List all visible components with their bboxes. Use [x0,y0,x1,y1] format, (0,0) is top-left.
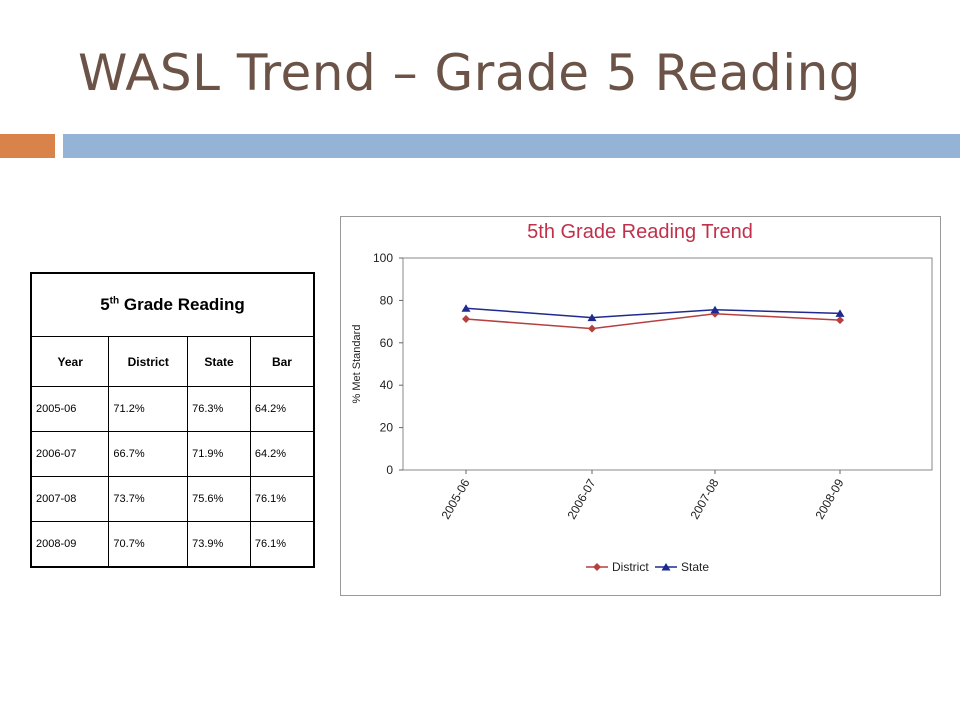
header-cell: Bar [249,336,315,387]
y-tick-label: 20 [380,421,394,435]
marker [835,309,845,317]
marker [711,309,719,318]
marker [593,563,601,571]
series-line [465,313,841,330]
marker [710,305,720,314]
table-cell: 64.2% [249,431,315,477]
table-cell: 2007-08 [30,476,110,522]
table-cell: 64.2% [249,386,315,432]
table-cell: 73.7% [108,476,189,522]
y-axis-label: % Met Standard [351,325,363,404]
chart: 5th Grade Reading Trend % Met Standard 0… [340,216,941,596]
marker [461,304,471,312]
table-cell: 73.9% [187,521,251,568]
y-tick-label: 40 [380,378,394,392]
marker [661,563,671,571]
table-row: 2008-09 70.7% 73.9% 76.1% [30,521,315,568]
table-cell: 70.7% [108,521,189,568]
table-row: 2005-06 71.2% 76.3% 64.2% [30,386,315,432]
header-cell: Year [30,336,110,387]
chart-frame [340,216,941,596]
table-cell: 76.1% [249,476,315,522]
header-cell: District [108,336,189,387]
title-bar [63,134,960,158]
legend-label: State [681,560,709,574]
title-suffix: th [109,295,120,307]
legend-label: District [612,560,649,574]
data-table: 5th Grade Reading Year District State Bar 20… [30,272,315,568]
y-tick-label: 80 [380,293,394,307]
slide-title: WASL Trend – Grade 5 Reading [78,44,862,102]
series-line [465,307,841,319]
title-number: 5 [100,295,110,314]
table-cell: 66.7% [108,431,189,477]
table-cell: 76.1% [249,521,315,568]
table-cell: 2008-09 [30,521,110,568]
marker [836,316,844,325]
header-row: Year District State Bar [30,336,315,387]
marker [588,324,596,333]
table-cell: 75.6% [187,476,251,522]
y-tick-label: 60 [380,336,394,350]
y-tick-label: 100 [373,251,393,265]
header-cell: State [187,336,251,387]
table-cell: 2006-07 [30,431,110,477]
plot-area [402,257,933,471]
marker [462,315,470,324]
accent-bar [0,134,55,158]
table-cell: 71.9% [187,431,251,477]
title-text: Grade Reading [123,295,245,314]
chart-title: 5th Grade Reading Trend [527,221,753,243]
table-cell: 76.3% [187,386,251,432]
table-row: 2006-07 66.7% 71.9% 64.2% [30,431,315,477]
table-title: 5th Grade Reading [30,272,315,337]
table-cell: 2005-06 [30,386,110,432]
table-row: 2007-08 73.7% 75.6% 76.1% [30,476,315,522]
table-cell: 71.2% [108,386,189,432]
marker [587,313,597,322]
y-tick-label: 0 [386,463,393,477]
